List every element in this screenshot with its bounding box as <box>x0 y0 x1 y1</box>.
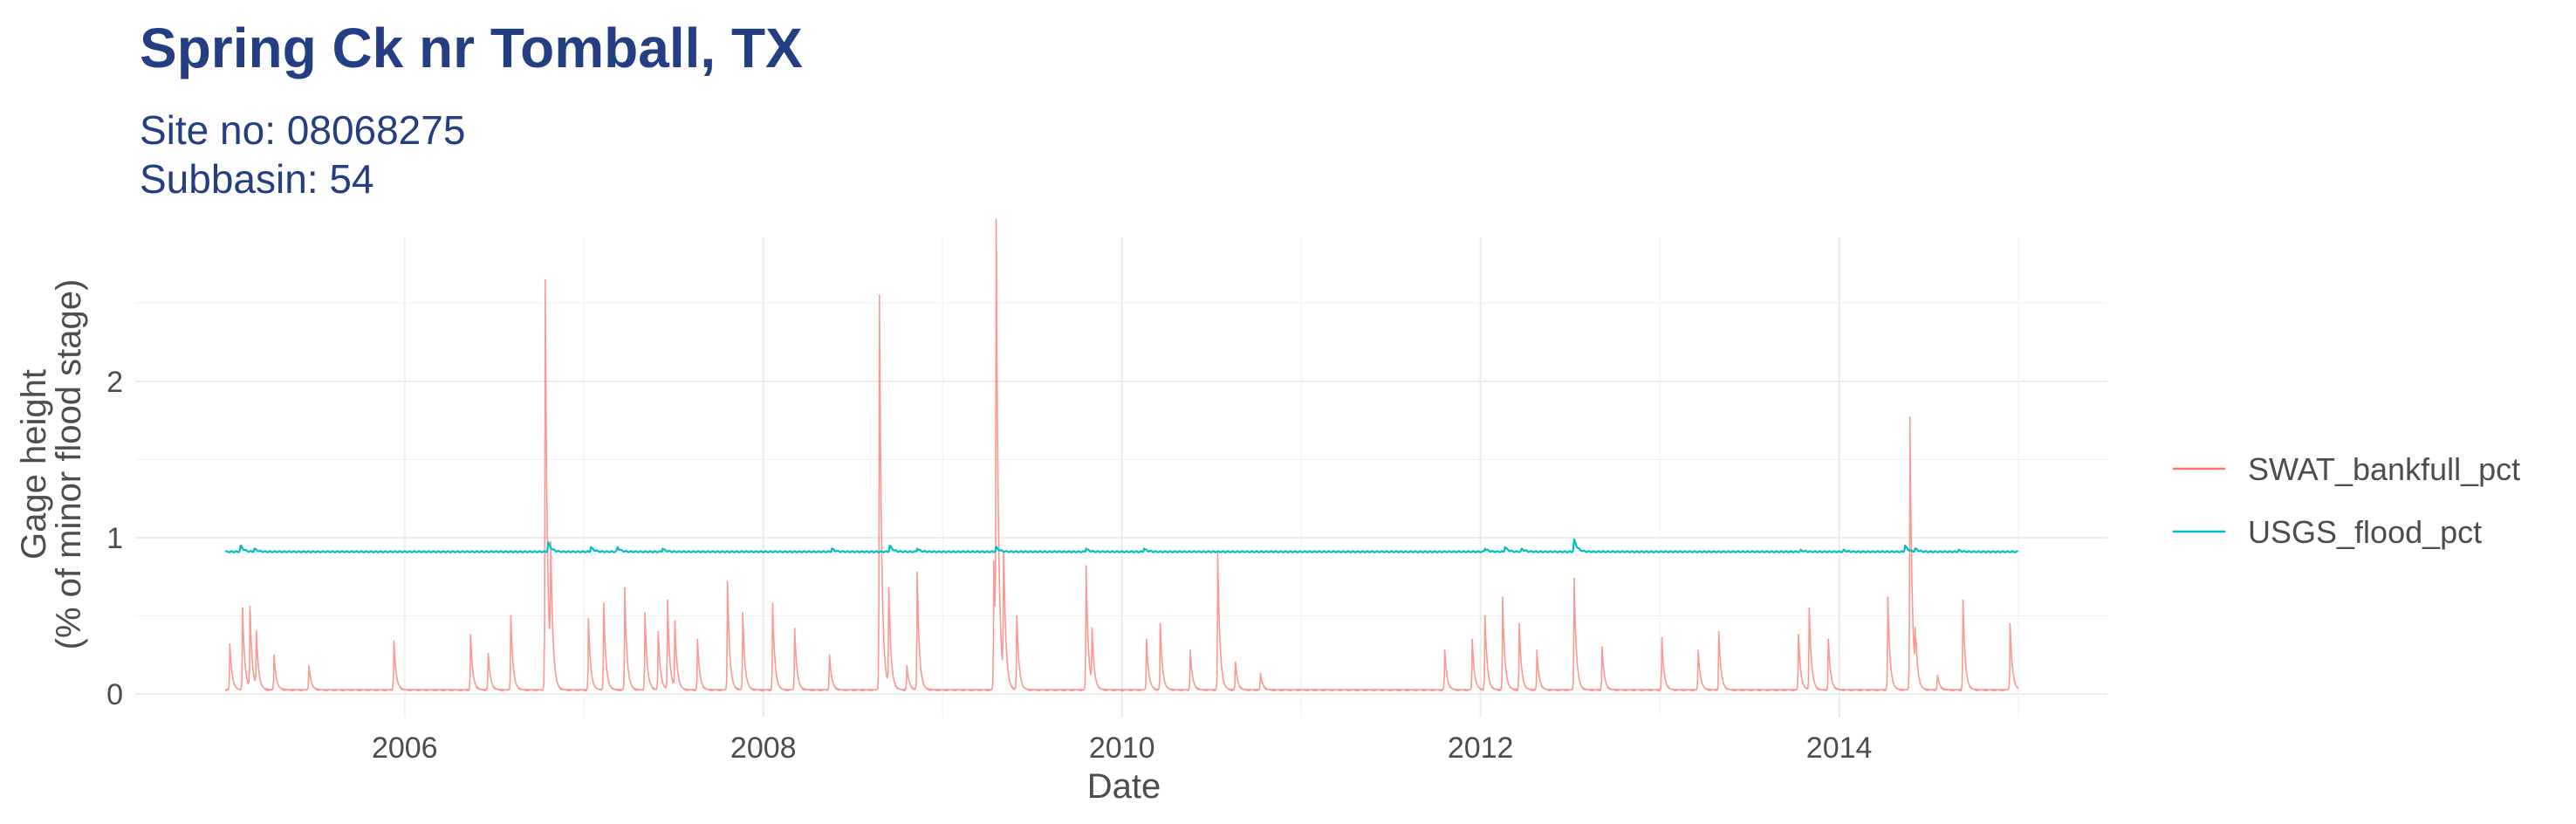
x-tick-label: 2008 <box>730 731 797 765</box>
data-point-swat-bankfull-pct <box>916 571 918 573</box>
series-line-swat-bankfull-pct <box>224 218 2019 692</box>
data-point-swat-bankfull-pct <box>879 294 880 296</box>
data-point-usgs-flood-pct <box>1843 549 1845 551</box>
chart-title: Spring Ck nr Tomball, TX <box>140 17 803 79</box>
x-axis-title: Date <box>1087 767 1161 806</box>
data-point-usgs-flood-pct <box>1957 549 1960 551</box>
data-point-swat-bankfull-pct <box>1909 416 1911 418</box>
data-point-swat-bankfull-pct <box>1471 638 1473 641</box>
data-point-usgs-flood-pct <box>888 545 891 546</box>
data-point-swat-bankfull-pct <box>1887 596 1888 598</box>
data-point-swat-bankfull-pct <box>603 602 605 604</box>
chart-subtitle-subbasin: Subbasin: 54 <box>140 156 374 202</box>
data-point-usgs-flood-pct <box>240 545 242 546</box>
data-point-swat-bankfull-pct <box>1259 673 1262 675</box>
data-point-usgs-flood-pct <box>616 546 619 548</box>
data-point-swat-bankfull-pct <box>1484 615 1486 617</box>
data-point-swat-bankfull-pct <box>906 665 908 667</box>
data-point-usgs-flood-pct <box>661 547 663 550</box>
data-point-swat-bankfull-pct <box>624 587 626 588</box>
chart-subtitle-site-no: Site no: 08068275 <box>140 107 466 153</box>
data-point-swat-bankfull-pct <box>828 654 831 656</box>
data-point-usgs-flood-pct <box>253 547 256 550</box>
data-point-swat-bankfull-pct <box>1718 630 1720 633</box>
data-point-swat-bankfull-pct <box>742 612 743 614</box>
data-point-swat-bankfull-pct <box>1189 649 1191 651</box>
data-point-usgs-flood-pct <box>995 546 997 548</box>
data-point-swat-bankfull-pct <box>667 600 668 601</box>
data-point-swat-bankfull-pct <box>887 587 890 588</box>
data-point-swat-bankfull-pct <box>550 560 552 562</box>
grid-lines <box>135 237 2107 718</box>
data-point-usgs-flood-pct <box>590 546 592 548</box>
data-point-swat-bankfull-pct <box>510 615 511 617</box>
data-point-swat-bankfull-pct <box>469 634 471 635</box>
y-tick-label: 0 <box>106 678 123 711</box>
y-tick-label: 1 <box>106 522 123 555</box>
data-point-swat-bankfull-pct <box>1502 596 1504 598</box>
data-point-swat-bankfull-pct <box>995 252 997 254</box>
data-point-swat-bankfull-pct <box>1536 649 1538 651</box>
data-point-usgs-flood-pct <box>1800 549 1802 551</box>
data-point-swat-bankfull-pct <box>2009 622 2011 625</box>
x-tick-label: 2012 <box>1448 731 1514 765</box>
data-point-swat-bankfull-pct <box>273 654 275 656</box>
data-point-swat-bankfull-pct <box>256 634 257 635</box>
data-point-usgs-flood-pct <box>1143 547 1145 550</box>
data-point-swat-bankfull-pct <box>644 612 646 614</box>
data-point-swat-bankfull-pct <box>487 652 490 655</box>
data-point-usgs-flood-pct <box>916 547 918 550</box>
data-point-swat-bankfull-pct <box>1443 649 1446 651</box>
legend-label-swat-bankfull-pct: SWAT_bankfull_pct <box>2248 451 2520 487</box>
series-layer <box>224 218 2019 692</box>
data-point-swat-bankfull-pct <box>993 560 995 562</box>
data-point-swat-bankfull-pct <box>308 665 310 667</box>
data-point-swat-bankfull-pct <box>727 580 729 582</box>
data-point-usgs-flood-pct <box>1484 547 1486 550</box>
data-point-swat-bankfull-pct <box>1146 638 1148 641</box>
data-point-swat-bankfull-pct <box>657 630 659 633</box>
data-point-swat-bankfull-pct <box>587 618 589 620</box>
y-axis-title: Gage height (% of minor flood stage) <box>15 279 88 650</box>
data-point-swat-bankfull-pct <box>1091 634 1093 635</box>
data-point-usgs-flood-pct <box>1504 546 1506 548</box>
x-tick-label: 2014 <box>1806 731 1873 765</box>
y-axis-ticks: 0 1 2 <box>106 366 123 711</box>
data-point-swat-bankfull-pct <box>1573 577 1575 580</box>
x-axis-ticks: 2006 2008 2010 2012 2014 <box>372 731 1872 765</box>
data-point-swat-bankfull-pct <box>696 638 698 641</box>
data-point-swat-bankfull-pct <box>1601 646 1603 648</box>
data-point-swat-bankfull-pct <box>771 602 774 604</box>
y-axis-title-line-2: (% of minor flood stage) <box>50 279 88 650</box>
legend: SWAT_bankfull_pct USGS_flood_pct <box>2173 451 2520 550</box>
y-tick-label: 2 <box>106 366 123 399</box>
data-point-swat-bankfull-pct <box>1518 622 1520 625</box>
y-axis-title-line-1: Gage height <box>15 369 53 560</box>
data-point-swat-bankfull-pct <box>1827 638 1829 641</box>
data-point-usgs-flood-pct <box>1521 547 1523 550</box>
data-point-usgs-flood-pct <box>547 541 549 543</box>
data-point-swat-bankfull-pct <box>1697 649 1699 651</box>
x-tick-label: 2010 <box>1089 731 1155 765</box>
data-point-swat-bankfull-pct <box>1936 675 1938 676</box>
legend-label-usgs-flood-pct: USGS_flood_pct <box>2248 514 2482 550</box>
data-point-swat-bankfull-pct <box>1661 637 1662 639</box>
data-point-swat-bankfull-pct <box>1160 622 1161 625</box>
series-line-usgs-flood-pct <box>224 538 2019 553</box>
data-point-usgs-flood-pct <box>1904 545 1906 546</box>
x-tick-label: 2006 <box>372 731 438 765</box>
